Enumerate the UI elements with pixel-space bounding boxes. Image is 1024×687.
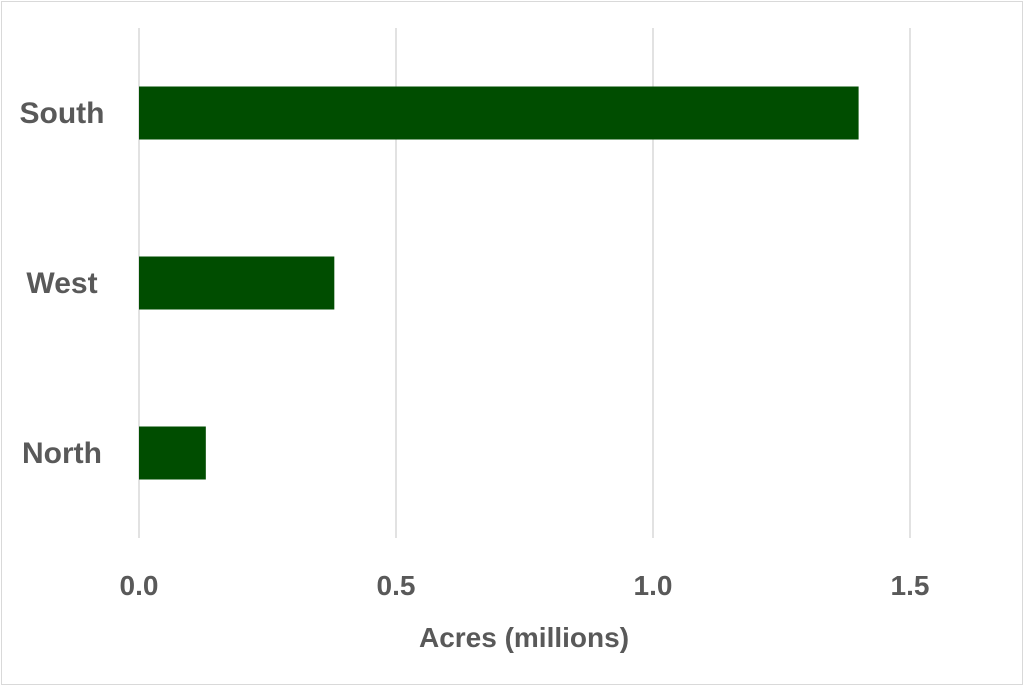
bar-west — [139, 256, 335, 310]
x-tick-label: 0.5 — [377, 570, 416, 601]
bars — [139, 86, 859, 480]
category-label-south: South — [20, 97, 105, 130]
x-tick-label: 1.5 — [891, 570, 930, 601]
bar-north — [139, 426, 206, 480]
x-tick-labels: 0.0 0.5 1.0 1.5 — [120, 570, 930, 601]
x-tick-label: 1.0 — [634, 570, 673, 601]
x-axis-title: Acres (millions) — [419, 622, 629, 653]
bar-south — [139, 86, 859, 140]
category-labels: South West North — [20, 97, 105, 470]
category-label-north: North — [22, 437, 102, 470]
category-label-west: West — [26, 267, 97, 300]
x-tick-label: 0.0 — [120, 570, 159, 601]
